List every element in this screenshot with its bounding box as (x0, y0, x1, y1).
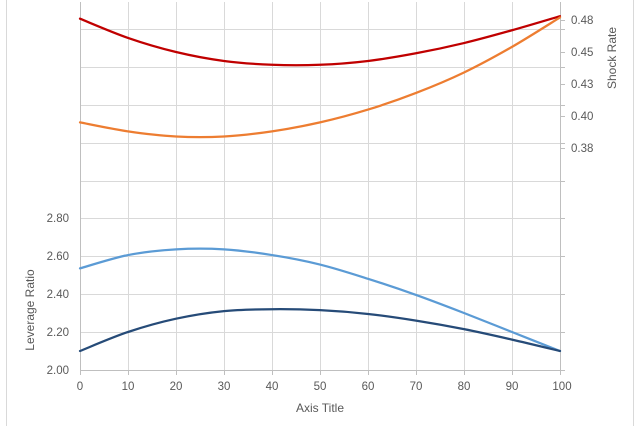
chart-left-border (6, 0, 7, 426)
series-line-2 (78, 16, 562, 139)
x-tick-label: 10 (122, 381, 135, 393)
left-y-tick-label: 2.80 (47, 213, 69, 225)
x-tick-label: 100 (552, 381, 571, 393)
right-y-tick-label: 0.48 (571, 15, 593, 27)
x-tick-label: 60 (362, 381, 375, 393)
left-y-tick-label: 2.20 (47, 327, 69, 339)
left-y-axis-title: Leverage Ratio (23, 269, 37, 351)
chart-right-border (633, 0, 634, 426)
left-y-tick-labels: 2.00 2.20 2.40 2.60 2.80 (47, 213, 69, 377)
x-tick-label: 0 (77, 381, 83, 393)
x-tick-label: 70 (410, 381, 423, 393)
series-line-1 (78, 15, 562, 67)
axes (80, 2, 565, 375)
x-tick-label: 20 (170, 381, 183, 393)
right-y-tick-label: 0.40 (571, 111, 593, 123)
right-y-tick-label: 0.43 (571, 79, 593, 91)
left-y-tick-label: 2.60 (47, 251, 69, 263)
right-y-tick-label: 0.38 (571, 143, 593, 155)
series-line-3 (78, 247, 562, 353)
x-tick-labels: 0 10 20 30 40 50 60 70 80 90 100 (77, 381, 572, 393)
left-y-tick-label: 2.40 (47, 289, 69, 301)
x-tick-label: 30 (218, 381, 231, 393)
x-tick-label: 50 (314, 381, 327, 393)
x-tick-label: 90 (506, 381, 519, 393)
right-y-tick-labels: 0.38 0.40 0.43 0.45 0.48 (571, 15, 593, 155)
left-y-tick-label: 2.00 (47, 365, 69, 377)
right-y-tick-label: 0.45 (571, 47, 593, 59)
series-layer (78, 15, 562, 353)
right-y-axis-title: Shock Rate (605, 27, 619, 89)
x-tick-label: 40 (266, 381, 279, 393)
series-line-4 (78, 308, 562, 353)
x-tick-label: 80 (458, 381, 471, 393)
x-axis-title: Axis Title (296, 401, 344, 415)
